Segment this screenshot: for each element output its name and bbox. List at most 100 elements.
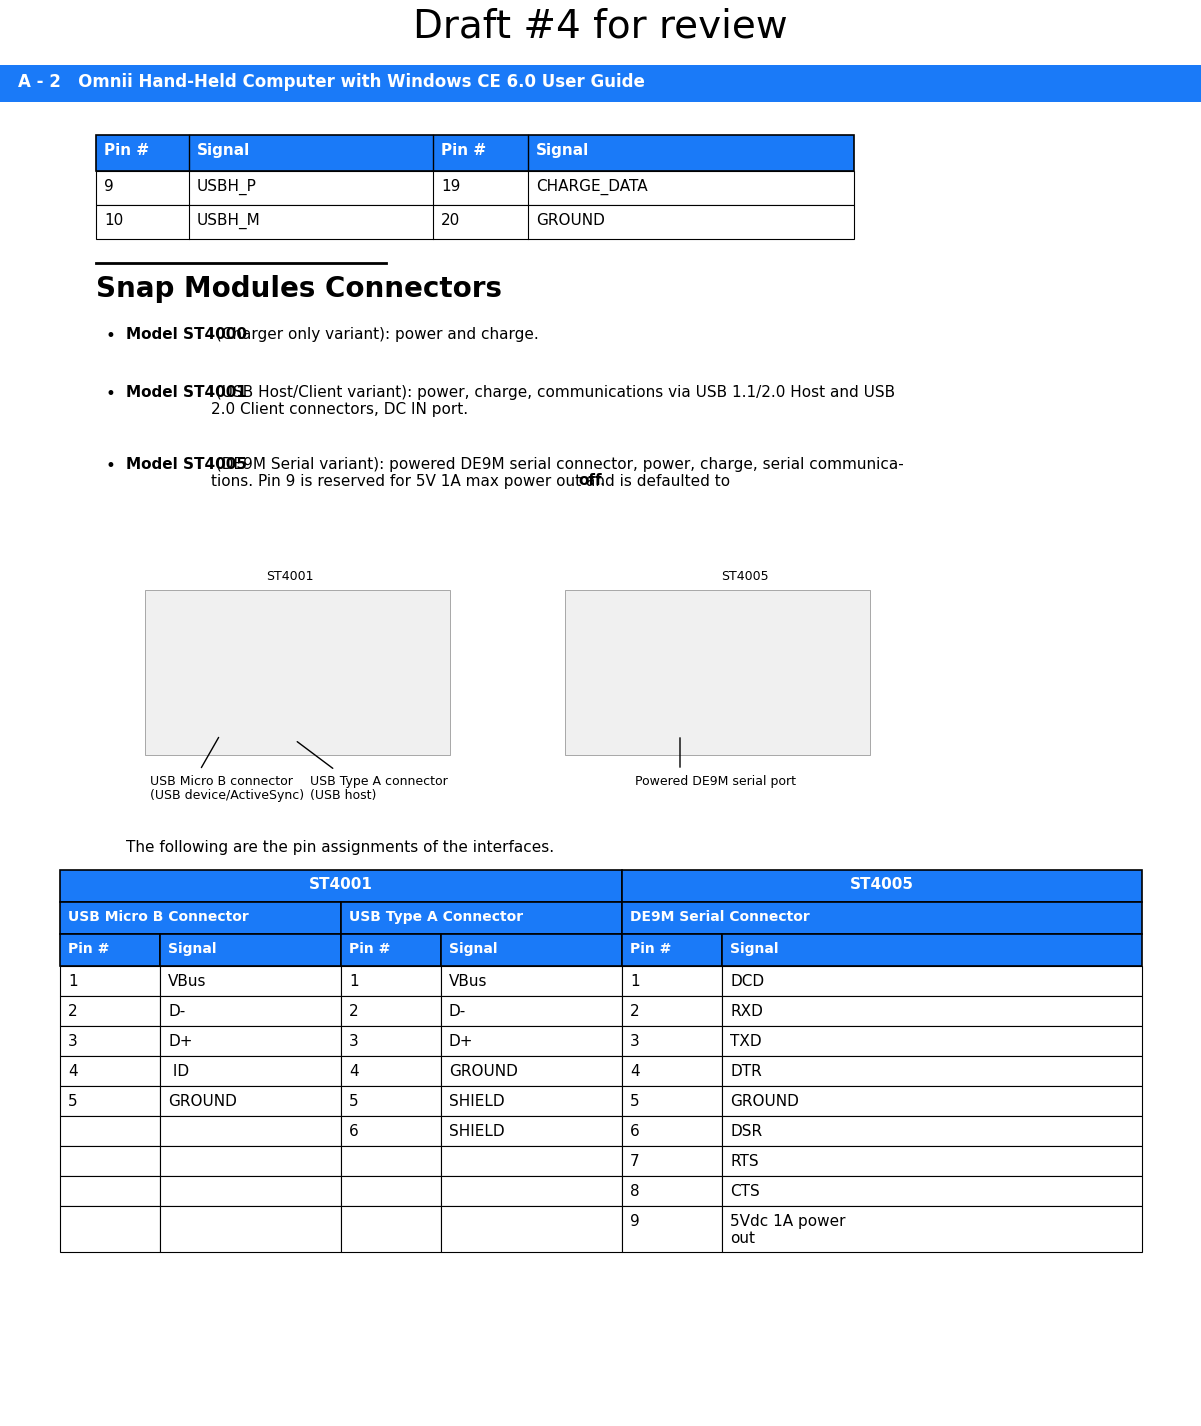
Bar [341, 1176, 441, 1206]
Text: ID: ID [168, 1064, 189, 1079]
Bar [160, 1176, 341, 1206]
Text: Snap Modules Connectors: Snap Modules Connectors [96, 275, 502, 302]
Bar [60, 1147, 160, 1176]
Bar [60, 1117, 160, 1147]
Bar [341, 934, 441, 965]
Text: off: off [578, 473, 602, 488]
Text: 4: 4 [349, 1064, 359, 1079]
Bar [722, 1057, 1142, 1087]
Bar [160, 1147, 341, 1176]
Text: GROUND: GROUND [449, 1064, 518, 1079]
Text: 8: 8 [631, 1184, 640, 1199]
Text: USB Type A Connector: USB Type A Connector [349, 910, 524, 924]
Text: USBH_P: USBH_P [197, 180, 257, 195]
Bar [60, 1206, 160, 1252]
Bar [96, 205, 854, 240]
Bar [160, 1087, 341, 1117]
Text: GROUND: GROUND [730, 1094, 799, 1109]
Text: USB Micro B Connector: USB Micro B Connector [68, 910, 249, 924]
Text: 19: 19 [441, 180, 460, 194]
Text: (Charger only variant): power and charge.: (Charger only variant): power and charge… [211, 327, 539, 342]
Text: 1: 1 [631, 974, 640, 990]
Bar [160, 965, 341, 995]
Bar [622, 1206, 722, 1252]
Text: 4: 4 [68, 1064, 78, 1079]
Bar [60, 1057, 160, 1087]
Text: 5Vdc 1A power
out: 5Vdc 1A power out [730, 1214, 846, 1246]
Text: .: . [599, 473, 604, 488]
Bar [622, 1117, 722, 1147]
Bar [341, 1025, 441, 1057]
Text: VBus: VBus [449, 974, 488, 990]
Text: •: • [106, 456, 115, 475]
Bar [441, 1057, 622, 1087]
Text: 5: 5 [68, 1094, 78, 1109]
Text: Model ST4001: Model ST4001 [126, 385, 247, 401]
Bar [441, 1025, 622, 1057]
Text: 1: 1 [349, 974, 359, 990]
Bar [160, 934, 341, 965]
Text: RTS: RTS [730, 1154, 759, 1169]
Text: 20: 20 [441, 212, 460, 228]
Text: (USB device/ActiveSync): (USB device/ActiveSync) [150, 789, 304, 801]
Text: Draft #4 for review: Draft #4 for review [413, 9, 788, 46]
Bar [722, 1176, 1142, 1206]
Text: 6: 6 [349, 1124, 359, 1139]
Text: Signal: Signal [730, 943, 778, 955]
Text: D-: D- [168, 1004, 185, 1020]
Bar [60, 965, 160, 995]
Text: ST4005: ST4005 [850, 877, 914, 893]
Text: 3: 3 [631, 1034, 640, 1050]
Text: Signal: Signal [168, 943, 216, 955]
Text: 4: 4 [631, 1064, 640, 1079]
Text: Model ST4005: Model ST4005 [126, 456, 247, 472]
Text: 1: 1 [68, 974, 78, 990]
Bar [145, 590, 450, 754]
Text: Pin #: Pin # [68, 943, 109, 955]
Bar [441, 995, 622, 1025]
Bar [622, 1147, 722, 1176]
Text: DSR: DSR [730, 1124, 763, 1139]
Text: Signal: Signal [197, 143, 250, 158]
Text: 2: 2 [68, 1004, 78, 1020]
Bar [622, 870, 1142, 903]
Bar [160, 1057, 341, 1087]
Text: 5: 5 [631, 1094, 640, 1109]
Text: (USB host): (USB host) [310, 789, 376, 801]
Text: 3: 3 [349, 1034, 359, 1050]
Bar [441, 934, 622, 965]
Text: USBH_M: USBH_M [197, 212, 261, 230]
Text: 9: 9 [104, 180, 114, 194]
Text: D+: D+ [449, 1034, 473, 1050]
Bar [722, 995, 1142, 1025]
Bar [722, 1117, 1142, 1147]
Text: TXD: TXD [730, 1034, 761, 1050]
Bar [0, 66, 1201, 103]
Text: 5: 5 [349, 1094, 359, 1109]
Bar [622, 1025, 722, 1057]
Text: D+: D+ [168, 1034, 192, 1050]
Text: DCD: DCD [730, 974, 764, 990]
Text: Pin #: Pin # [349, 943, 390, 955]
Bar [722, 1025, 1142, 1057]
Bar [60, 934, 160, 965]
Bar [160, 1117, 341, 1147]
Bar [60, 1087, 160, 1117]
Text: 6: 6 [631, 1124, 640, 1139]
Text: A - 2   Omnii Hand-Held Computer with Windows CE 6.0 User Guide: A - 2 Omnii Hand-Held Computer with Wind… [18, 73, 645, 91]
Bar [722, 934, 1142, 965]
Text: ST4005: ST4005 [721, 570, 769, 583]
Text: USB Type A connector: USB Type A connector [310, 774, 448, 789]
Bar [441, 1206, 622, 1252]
Text: VBus: VBus [168, 974, 207, 990]
Text: CHARGE_DATA: CHARGE_DATA [536, 180, 647, 195]
Bar [441, 965, 622, 995]
Bar [160, 1206, 341, 1252]
Text: 10: 10 [104, 212, 124, 228]
Bar [60, 995, 160, 1025]
Bar [60, 870, 622, 903]
Bar [441, 1176, 622, 1206]
Text: Powered DE9M serial port: Powered DE9M serial port [635, 774, 796, 789]
Bar [722, 1087, 1142, 1117]
Bar [441, 1117, 622, 1147]
